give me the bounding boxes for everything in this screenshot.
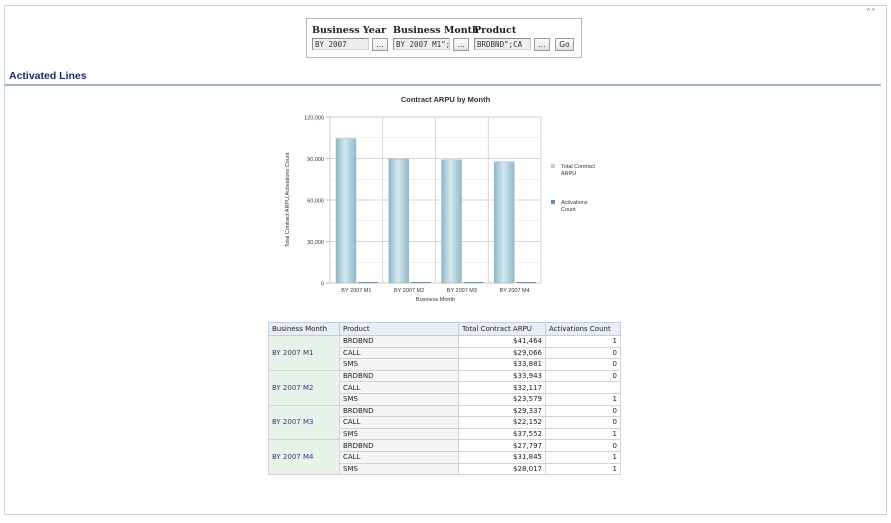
go-button[interactable]: Go [555, 38, 574, 51]
product-cell: BRDBND [339, 404, 459, 418]
prompts-panel: Business Year BY 2007 ... Business Month… [306, 18, 582, 58]
x-tick-label: BY 2007 M4 [500, 288, 530, 294]
header-business-month: Business Month [268, 322, 340, 336]
chart-title: Contract ARPU by Month [400, 95, 491, 104]
count-cell: 0 [545, 404, 621, 418]
product-cell: SMS [339, 392, 459, 406]
product-input[interactable]: BRDBND";CA [474, 38, 531, 50]
bar-activations-count [516, 282, 537, 283]
y-tick-label: 60,000 [307, 199, 324, 205]
table-row: SMS $28,017 1 [269, 462, 621, 476]
bar-activations-count [463, 282, 484, 283]
bar-total-contract-arpu [441, 159, 462, 284]
y-tick-label: 30,000 [307, 240, 324, 246]
bar-activations-count [358, 282, 378, 283]
y-tick-label: 0 [321, 282, 324, 288]
table-row: SMS $33,881 0 [269, 358, 621, 371]
section-divider [5, 84, 881, 86]
arpu-cell: $23,579 [458, 392, 546, 406]
header-activations-count: Activations Count [545, 322, 621, 336]
month-cell[interactable]: BY 2007 M1 [268, 335, 340, 371]
arpu-cell: $33,881 [458, 358, 546, 371]
x-tick-label: BY 2007 M2 [394, 288, 424, 294]
header-total-contract-arpu: Total Contract ARPU [458, 322, 546, 336]
y-axis-label: Total Contract ARPU,Activations Count [285, 152, 291, 247]
table-row: SMS $23,579 1 [269, 392, 621, 406]
arpu-cell: $37,552 [458, 427, 546, 441]
count-cell: 1 [545, 392, 621, 406]
count-cell: 1 [545, 450, 621, 464]
month-cell[interactable]: BY 2007 M4 [268, 439, 340, 476]
bar-total-contract-arpu [335, 138, 357, 284]
product-cell: BRDBND [339, 439, 459, 452]
bar-total-contract-arpu [388, 158, 409, 284]
bar-total-contract-arpu [494, 161, 515, 284]
product-cell: SMS [339, 358, 459, 371]
business-year-picker-button[interactable]: ... [372, 38, 388, 51]
product-label: Product [474, 25, 517, 36]
business-year-label: Business Year [312, 25, 387, 36]
bar-activations-count [410, 282, 431, 283]
product-cell: CALL [339, 416, 459, 429]
header-product: Product [339, 322, 459, 336]
table-body: BY 2007 M1 BRDBND $41,464 1 CALL $29,066 0 SMS $… [268, 335, 621, 476]
count-cell: 0 [545, 358, 621, 371]
product-picker-button[interactable]: ... [534, 38, 550, 51]
arpu-cell: $31,845 [458, 450, 546, 464]
product-cell: SMS [339, 427, 459, 441]
x-tick-label: BY 2007 M1 [341, 288, 371, 294]
count-cell: 0 [545, 346, 621, 360]
count-cell: 1 [545, 427, 621, 441]
table-row: CALL $31,845 1 [269, 450, 621, 464]
arpu-cell: $32,117 [458, 381, 546, 394]
business-year-input[interactable]: BY 2007 [312, 38, 369, 50]
month-cell[interactable]: BY 2007 M2 [268, 369, 340, 406]
count-cell [545, 381, 621, 394]
table-row: CALL $29,066 0 [269, 346, 621, 360]
table-row: CALL $22,152 0 [269, 416, 621, 429]
arpu-cell: $27,797 [458, 439, 546, 452]
table-row: SMS $37,552 1 [269, 427, 621, 441]
table-row: BY 2007 M3 BRDBND $29,337 0 [268, 404, 621, 441]
product-cell: CALL [339, 346, 459, 360]
x-axis-label: Business Month [416, 297, 455, 303]
legend-label: Activations Count [561, 200, 588, 213]
table-header-row: Business Month Product Total Contract ARPU… [268, 322, 621, 336]
arpu-cell: $28,017 [458, 462, 546, 476]
count-cell: 0 [545, 439, 621, 452]
arpu-cell: $33,943 [458, 369, 546, 383]
business-month-picker-button[interactable]: ... [453, 38, 469, 51]
count-cell: 1 [545, 335, 621, 348]
arpu-cell: $41,464 [458, 335, 546, 348]
table-row: BY 2007 M1 BRDBND $41,464 1 [268, 335, 621, 371]
legend-swatch [551, 164, 555, 168]
section-title: Activated Lines [9, 70, 87, 82]
month-cell[interactable]: BY 2007 M3 [268, 404, 340, 441]
legend-label: Total Contract ARPU [561, 164, 595, 177]
y-tick-label: 90,000 [307, 157, 324, 163]
product-cell: BRDBND [339, 369, 459, 383]
legend-swatch [551, 200, 555, 204]
count-cell: 1 [545, 462, 621, 476]
count-cell: 0 [545, 369, 621, 383]
count-cell: 0 [545, 416, 621, 429]
data-table: Business Month Product Total Contract ARPU… [268, 322, 621, 476]
business-month-label: Business Month [393, 25, 479, 36]
x-tick-label: BY 2007 M3 [447, 288, 477, 294]
arpu-cell: $29,337 [458, 404, 546, 418]
chevron-up-icon[interactable]: ˄˄ [866, 8, 876, 19]
y-tick-label: 120,000 [304, 116, 324, 122]
product-cell: CALL [339, 450, 459, 464]
product-cell: BRDBND [339, 335, 459, 348]
table-row: BY 2007 M4 BRDBND $27,797 0 [268, 439, 621, 476]
bar-chart: 0 30,000 60,000 90,000 120,000 BY 2007 M1 BY 2… [285, 116, 595, 304]
business-month-input[interactable]: BY 2007 M1"; [393, 38, 450, 50]
arpu-cell: $29,066 [458, 346, 546, 360]
table-row: BY 2007 M2 BRDBND $33,943 0 [268, 369, 621, 406]
product-cell: SMS [339, 462, 459, 476]
product-cell: CALL [339, 381, 459, 394]
arpu-cell: $22,152 [458, 416, 546, 429]
